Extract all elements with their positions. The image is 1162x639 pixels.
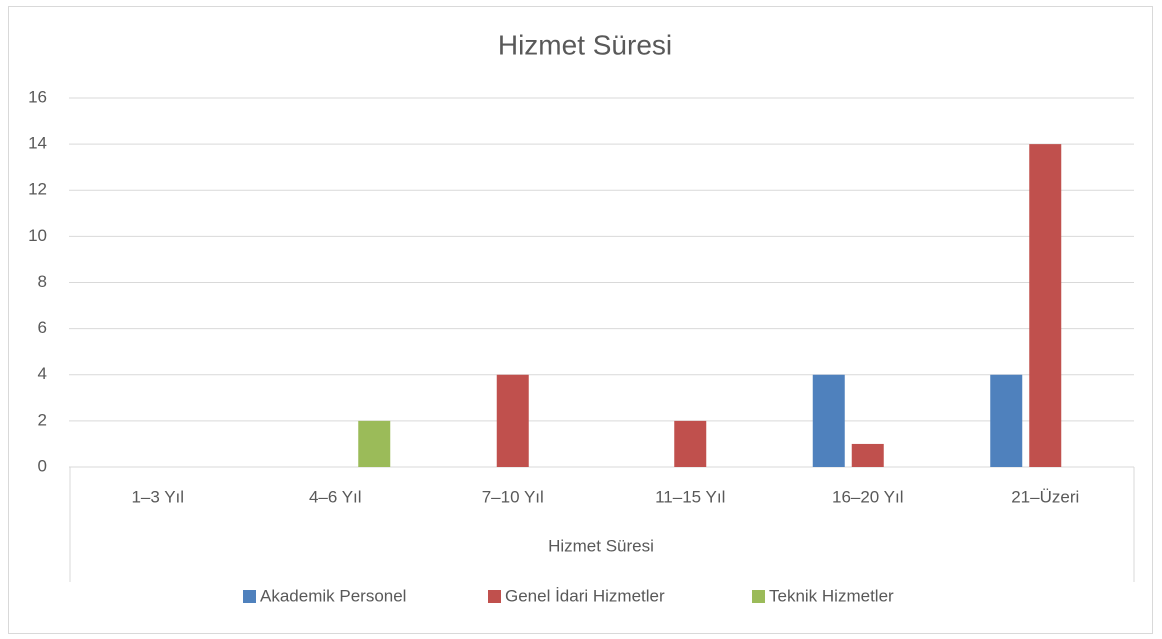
legend-label: Teknik Hizmetler [769,586,894,605]
y-tick-label: 10 [28,226,47,245]
bar [990,374,1023,467]
bar [674,420,707,467]
legend-label: Genel İdari Hizmetler [505,586,665,605]
x-tick-label: 21–Üzeri [1011,487,1079,506]
y-tick-label: 0 [38,456,47,475]
bar [1029,144,1062,467]
y-tick-label: 2 [38,410,47,429]
x-tick-label: 16–20 Yıl [832,487,904,506]
chart-border [8,6,1153,634]
bar [358,420,391,467]
x-tick-label: 4–6 Yıl [309,487,362,506]
x-axis-title: Hizmet Süresi [548,536,654,555]
x-tick-label: 7–10 Yıl [482,487,544,506]
legend-swatch [243,590,256,603]
y-tick-label: 14 [28,134,47,153]
x-tick-label: 11–15 Yıl [655,487,725,506]
legend-label: Akademik Personel [260,586,406,605]
x-tick-label: 1–3 Yıl [131,487,184,506]
chart-title: Hizmet Süresi [498,29,672,60]
bar [851,443,884,467]
legend-swatch [488,590,501,603]
y-tick-label: 8 [38,272,47,291]
y-tick-label: 6 [38,318,47,337]
legend-swatch [752,590,765,603]
y-tick-label: 12 [28,180,47,199]
y-tick-label: 16 [28,87,47,106]
y-tick-label: 4 [38,364,47,383]
bar [812,374,845,467]
bar [496,374,529,467]
